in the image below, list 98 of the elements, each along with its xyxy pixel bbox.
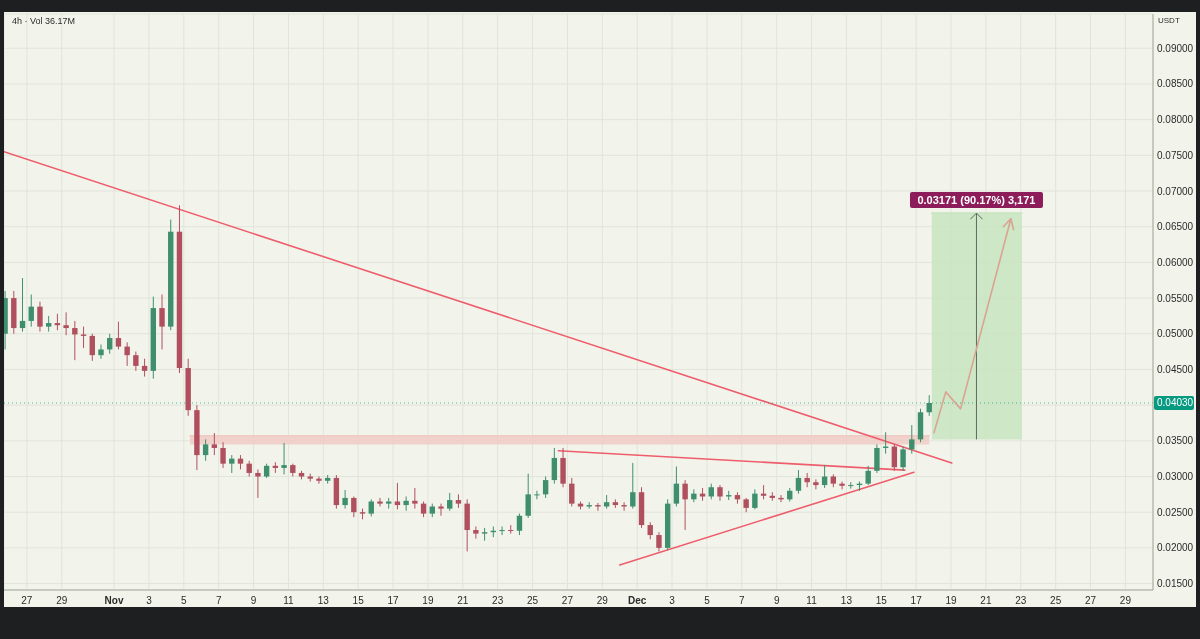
y-tick-label: 0.02000 (1157, 542, 1194, 554)
x-tick-label: 21 (980, 594, 992, 606)
x-tick-label: 9 (250, 594, 257, 606)
candlestick (19, 277, 26, 333)
x-tick-label: 23 (492, 594, 504, 606)
candlestick (673, 466, 680, 507)
x-tick-label: 27 (1084, 594, 1097, 606)
candlestick (98, 343, 104, 360)
candlestick (28, 294, 34, 328)
x-tick-label: 29 (1119, 594, 1132, 606)
candlestick (72, 320, 78, 361)
candlestick (865, 465, 871, 486)
candlestick (534, 490, 540, 500)
candlestick (516, 513, 523, 536)
x-tick-label: 7 (739, 594, 746, 606)
x-tick-label: 29 (56, 594, 68, 606)
candlestick (89, 333, 95, 362)
x-tick-label: 17 (910, 594, 923, 606)
candlestick (281, 442, 287, 475)
candlestick (682, 479, 688, 531)
x-tick-label: 3 (146, 594, 153, 606)
candlestick (909, 424, 915, 455)
x-tick-label: 21 (457, 594, 469, 606)
candlestick (202, 438, 209, 462)
ref-line-label: 0.04030 (1157, 397, 1194, 409)
x-tick-label: 23 (1015, 594, 1027, 606)
candlestick (569, 477, 575, 507)
x-tick-label: 5 (704, 594, 711, 606)
candlestick (159, 294, 165, 350)
candlestick (377, 497, 383, 507)
candlestick (37, 301, 43, 333)
candlestick (412, 487, 418, 510)
candlestick (525, 473, 531, 519)
candlestick (220, 441, 226, 469)
candlestick (351, 496, 357, 518)
x-tick-label: 15 (875, 594, 888, 606)
y-tick-label: 0.06500 (1157, 221, 1194, 233)
x-tick-label: 5 (181, 594, 188, 606)
chart-title: 4h · Vol 36.17M (12, 16, 76, 26)
candlestick (473, 525, 479, 540)
x-tick-label: 29 (596, 594, 609, 606)
y-tick-label: 0.07000 (1157, 185, 1194, 197)
x-tick-label: 13 (840, 594, 853, 606)
x-tick-label: 27 (561, 594, 574, 606)
candlestick (211, 432, 218, 456)
candlestick (795, 469, 802, 495)
y-tick-label: 0.05000 (1157, 328, 1194, 340)
candlestick (542, 476, 549, 499)
y-tick-label: 0.07500 (1157, 149, 1194, 161)
x-tick-label: Dec (627, 594, 647, 606)
candlestick (316, 476, 322, 485)
x-tick-label: 27 (21, 594, 33, 606)
x-tick-label: 19 (945, 594, 958, 606)
x-tick-label: 7 (215, 594, 222, 606)
x-tick-label: 25 (1050, 594, 1062, 606)
candlestick (403, 496, 409, 512)
candlestick (848, 481, 854, 490)
candlestick (499, 525, 505, 536)
candlestick (900, 446, 906, 472)
x-tick-label: 19 (422, 594, 434, 606)
candlestick (255, 468, 261, 499)
x-tick-label: 25 (526, 594, 539, 606)
x-tick-label: 3 (669, 594, 676, 606)
candlestick (874, 443, 880, 474)
y-axis-title: USDT (1158, 16, 1180, 25)
x-tick-label: Nov (104, 594, 124, 606)
y-tick-label: 0.08500 (1157, 78, 1194, 90)
x-tick-label: 9 (773, 594, 780, 606)
y-tick-label: 0.08000 (1157, 114, 1194, 126)
y-tick-label: 0.03500 (1157, 435, 1194, 447)
y-tick-label: 0.06000 (1157, 256, 1194, 268)
x-tick-label: 13 (317, 594, 330, 606)
y-tick-label: 0.03000 (1157, 471, 1194, 483)
candlestick (813, 478, 819, 490)
x-tick-label: 17 (387, 594, 400, 606)
candlestick (630, 462, 636, 510)
x-tick-label: 11 (806, 594, 818, 606)
candlestick (656, 531, 662, 552)
y-tick-label: 0.02500 (1157, 506, 1194, 518)
x-tick-label: 15 (352, 594, 365, 606)
annotation: 0.03171 (90.17%) 3,171 (910, 192, 1043, 209)
x-tick-label: 11 (283, 594, 295, 606)
candlestick (438, 503, 444, 517)
candlestick (551, 447, 558, 485)
y-tick-label: 0.09000 (1157, 42, 1194, 54)
candlestick (752, 488, 758, 510)
candlestick (80, 326, 87, 349)
candlestick (394, 482, 401, 510)
y-tick-label: 0.05500 (1157, 292, 1194, 304)
candlestick (63, 311, 69, 336)
candlestick (115, 321, 122, 350)
candlestick (124, 341, 130, 367)
candlestick (133, 351, 139, 372)
y-tick-label: 0.01500 (1157, 578, 1194, 590)
candlestick (839, 481, 845, 490)
candlestick (342, 489, 348, 510)
y-tick-label: 0.04500 (1157, 363, 1194, 375)
candlestick (926, 394, 932, 417)
